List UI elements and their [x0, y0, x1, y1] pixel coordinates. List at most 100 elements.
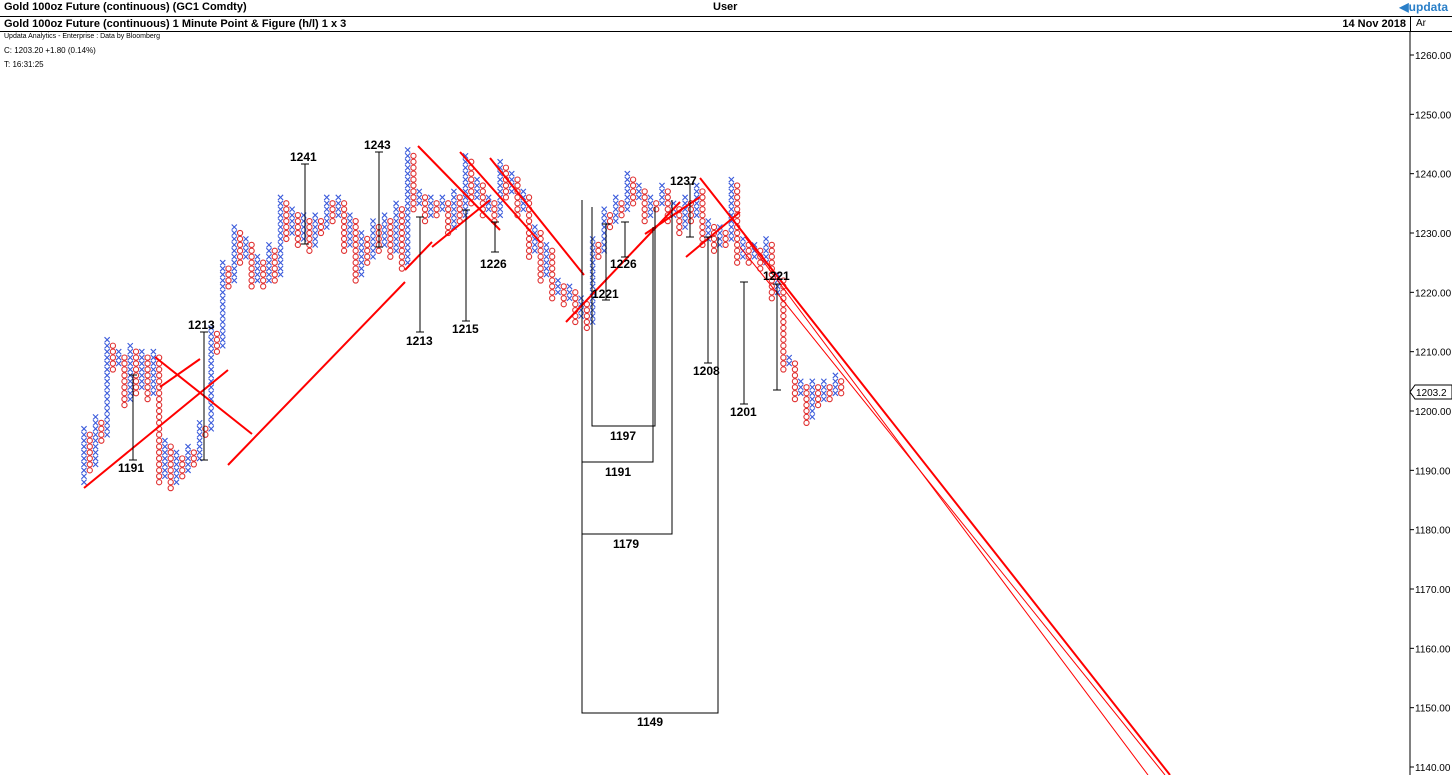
o-column [398, 206, 406, 272]
o-box [791, 366, 799, 373]
axis-menu-button[interactable]: Ar [1416, 18, 1426, 29]
price-annotation: 1191 [118, 461, 144, 475]
o-box [676, 212, 683, 219]
o-box [699, 223, 706, 231]
o-box [549, 277, 556, 284]
x-box [693, 188, 700, 195]
o-box [421, 217, 429, 225]
x-box [104, 372, 111, 379]
o-box [271, 253, 278, 260]
x-box [474, 182, 481, 189]
x-box [462, 176, 469, 183]
o-box [352, 265, 359, 272]
x-box [809, 408, 816, 414]
x-box [635, 182, 642, 189]
x-box [173, 461, 180, 468]
x-box [346, 241, 353, 248]
o-box [606, 212, 614, 219]
o-box [121, 395, 128, 403]
x-box [381, 212, 388, 219]
o-box [294, 241, 302, 249]
o-box [260, 277, 267, 284]
x-box [104, 348, 111, 355]
o-box [606, 223, 614, 231]
x-box [566, 283, 573, 290]
x-box [323, 194, 330, 201]
o-box [155, 461, 163, 468]
o-box [410, 200, 417, 207]
o-column [664, 188, 671, 225]
o-box [780, 360, 787, 367]
x-box [589, 307, 596, 314]
x-box [612, 200, 619, 207]
o-box [826, 390, 833, 397]
o-column [537, 229, 544, 284]
x-column [381, 212, 388, 248]
pnf-chart[interactable]: 1140.00 1150.00 1160.00 1170.00 1180.00 1190.… [0, 32, 1452, 775]
o-box [537, 259, 544, 266]
x-box [520, 188, 527, 195]
o-box [444, 212, 452, 219]
x-box [104, 419, 111, 426]
x-box [612, 212, 619, 219]
o-column [317, 217, 325, 237]
o-box [132, 378, 140, 385]
x-box [705, 224, 712, 231]
x-box [323, 218, 330, 225]
x-box [543, 265, 550, 272]
x-box [809, 413, 816, 420]
chart-subtitle-bar: Gold 100oz Future (continuous) 1 Minute … [0, 17, 1452, 32]
o-box [768, 283, 775, 290]
x-column [647, 194, 654, 219]
o-box [479, 182, 486, 189]
o-box [398, 253, 406, 260]
user-label[interactable]: User [713, 1, 738, 13]
o-box [109, 354, 117, 361]
x-box [728, 194, 735, 201]
o-box [190, 449, 197, 456]
x-box [127, 396, 134, 403]
x-box [254, 253, 261, 260]
o-column [710, 223, 718, 254]
o-box [248, 259, 255, 266]
x-box [404, 152, 411, 159]
x-box [242, 235, 249, 242]
o-box [340, 241, 348, 249]
x-box [404, 200, 411, 207]
o-box [641, 212, 648, 219]
o-column [329, 200, 336, 225]
o-box [236, 241, 244, 249]
o-column [248, 241, 255, 290]
o-box [433, 200, 440, 207]
o-box [583, 318, 591, 326]
x-column [601, 206, 608, 254]
y-tick-label: 1200.00 [1415, 407, 1452, 418]
o-box [676, 229, 683, 237]
x-box [219, 259, 226, 266]
o-box [641, 200, 648, 207]
x-box [81, 425, 87, 432]
time-readout: T: 16:31:25 [4, 60, 44, 69]
o-box [641, 194, 648, 201]
x-box [647, 212, 654, 219]
x-box [358, 259, 365, 266]
x-column [462, 152, 469, 219]
x-box [589, 241, 596, 248]
o-box [132, 354, 140, 361]
x-box [219, 283, 226, 290]
logo-text: updata [1408, 0, 1448, 14]
x-box [104, 366, 111, 373]
o-box [225, 271, 232, 278]
x-box [196, 425, 203, 432]
x-box [150, 366, 157, 373]
window-title-bar: Gold 100oz Future (continuous) (GC1 Comd… [0, 0, 1452, 17]
o-box [121, 372, 128, 379]
x-box [358, 235, 365, 242]
x-box [404, 224, 411, 231]
o-box [86, 461, 93, 468]
pnf-columns [81, 146, 845, 492]
o-box [745, 253, 752, 260]
o-box [653, 200, 660, 207]
x-box [566, 295, 573, 302]
x-column [450, 188, 457, 231]
